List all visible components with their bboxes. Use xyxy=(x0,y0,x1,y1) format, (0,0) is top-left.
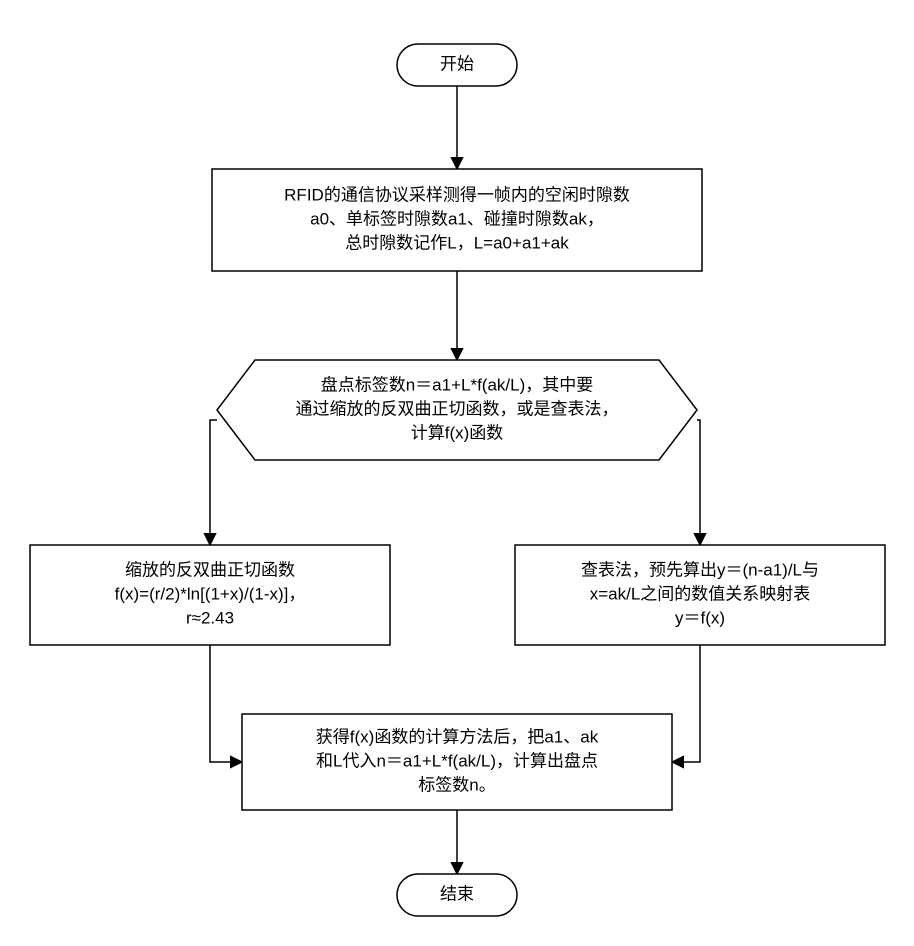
node-end: 结束 xyxy=(397,874,517,916)
node-text-line: f(x)=(r/2)*ln[(1+x)/(1-x)]， xyxy=(115,584,306,603)
node-decide: 盘点标签数n＝a1+L*f(ak/L)，其中要通过缩放的反双曲正切函数，或是查表… xyxy=(217,360,697,460)
node-text-line: 查表法，预先算出y＝(n-a1)/L与 xyxy=(581,560,819,579)
node-text-line: 盘点标签数n＝a1+L*f(ak/L)，其中要 xyxy=(321,375,594,394)
node-text-line: 通过缩放的反双曲正切函数，或是查表法， xyxy=(296,399,619,418)
edge xyxy=(672,645,700,762)
node-text-line: RFID的通信协议采样测得一帧内的空闲时隙数 xyxy=(284,185,630,204)
edge xyxy=(210,645,242,762)
node-sample: RFID的通信协议采样测得一帧内的空闲时隙数 a0、单标签时隙数a1、碰撞时隙数a… xyxy=(212,169,702,271)
node-text-line: 标签数n。 xyxy=(418,775,495,794)
nodes: 开始 RFID的通信协议采样测得一帧内的空闲时隙数 a0、单标签时隙数a1、碰撞时隙… xyxy=(30,44,885,916)
node-text-line: y＝f(x) xyxy=(675,608,725,627)
node-text-line: 总时隙数记作L，L=a0+a1+ak xyxy=(345,233,569,252)
node-label: 结束 xyxy=(440,884,474,903)
edge xyxy=(210,420,217,545)
node-text-line: r≈2.43 xyxy=(186,608,234,627)
node-formula: 缩放的反双曲正切函数 f(x)=(r/2)*ln[(1+x)/(1-x)]， r≈2… xyxy=(30,545,390,645)
edge xyxy=(697,420,700,545)
node-text-line: 计算f(x)函数 xyxy=(411,423,504,442)
node-text-line: 获得f(x)函数的计算方法后，把a1、ak xyxy=(316,727,599,746)
node-start: 开始 xyxy=(397,44,517,86)
node-label: 开始 xyxy=(440,54,474,73)
node-text-line: a0、单标签时隙数a1、碰撞时隙数ak， xyxy=(310,209,604,228)
node-text-line: x=ak/L之间的数值关系映射表 xyxy=(590,584,811,603)
node-lookup: 查表法，预先算出y＝(n-a1)/L与 x=ak/L之间的数值关系映射表 y＝f(x… xyxy=(515,545,885,645)
node-result: 获得f(x)函数的计算方法后，把a1、ak 和L代入n＝a1+L*f(ak/L)，… xyxy=(242,714,672,810)
node-text-line: 缩放的反双曲正切函数 xyxy=(125,560,295,579)
node-text-line: 和L代入n＝a1+L*f(ak/L)，计算出盘点 xyxy=(316,751,598,770)
